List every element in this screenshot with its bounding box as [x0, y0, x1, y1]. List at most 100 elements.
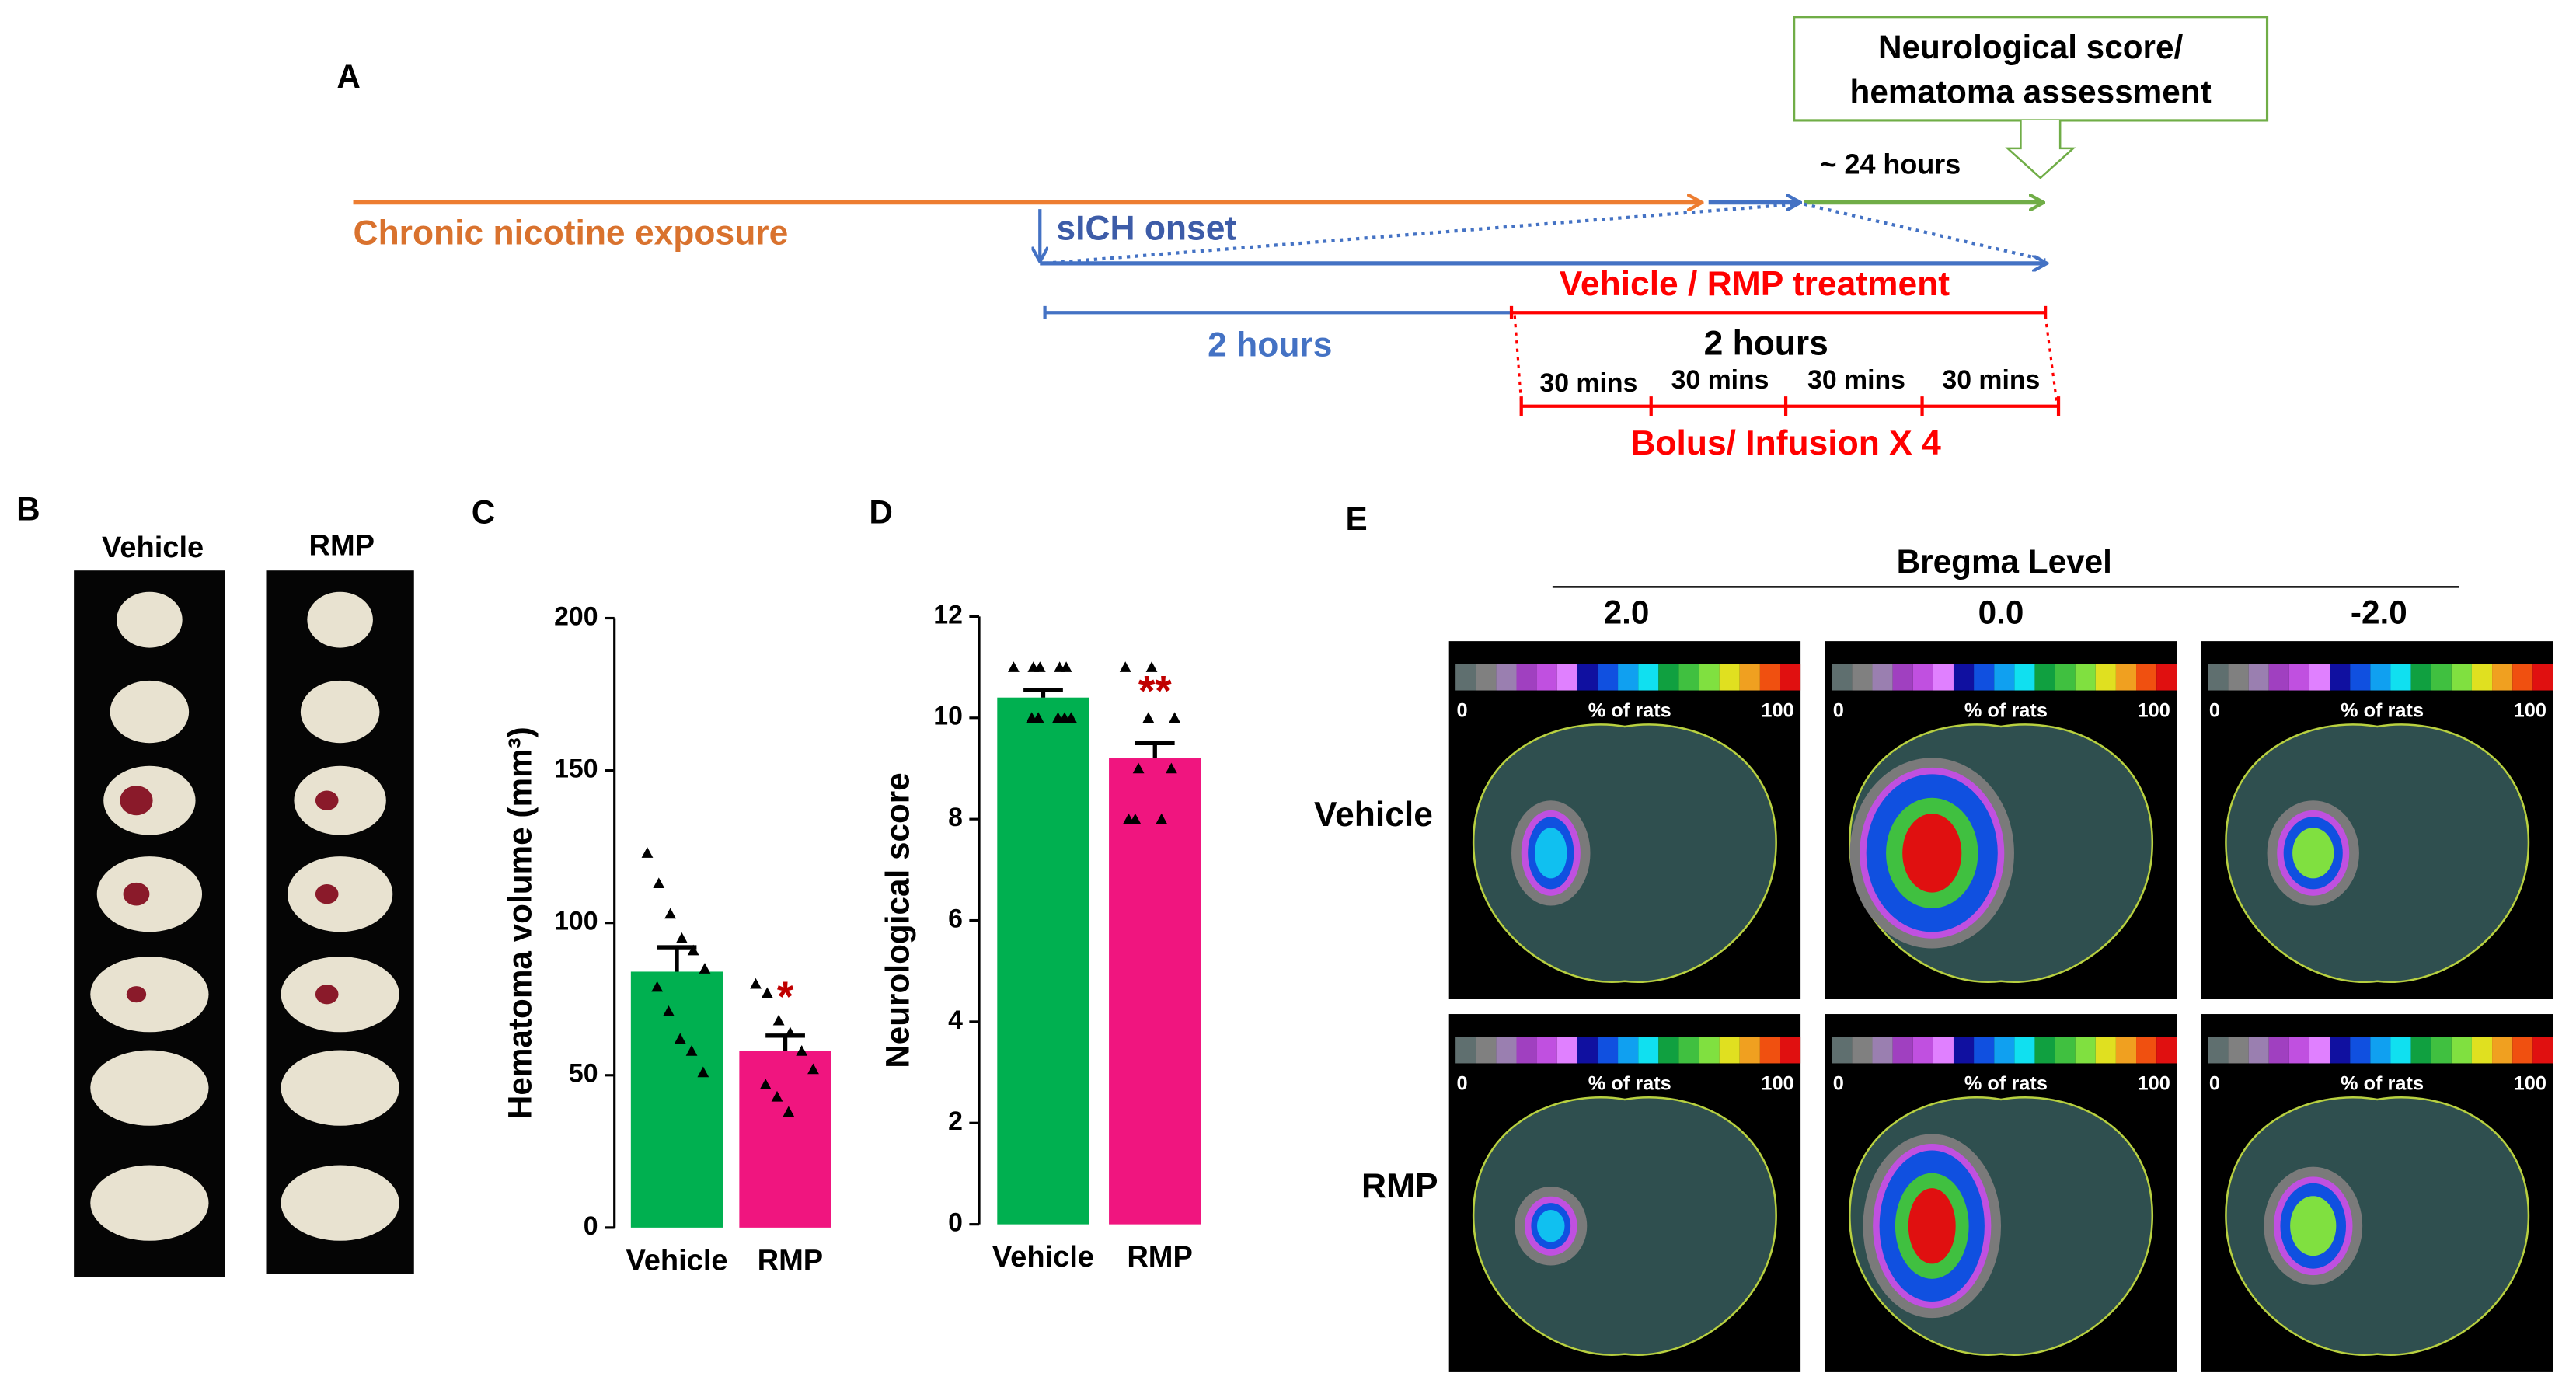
lesion [120, 786, 153, 816]
colorbar-cell [2075, 1037, 2096, 1064]
data-point [697, 1066, 709, 1078]
colorbar-label: % of rats [1588, 700, 1671, 722]
colorbar-cell [2471, 664, 2493, 691]
x-tick-label: RMP [758, 1244, 824, 1277]
colorbar-cell [2115, 664, 2137, 691]
brain-outline [1473, 1096, 1777, 1356]
colorbar-cell [2512, 664, 2533, 691]
colorbar-cell [2390, 1037, 2411, 1064]
brain-slice [110, 680, 190, 744]
bregma-level: 0.0 [1978, 594, 2024, 630]
colorbar-min: 0 [1457, 700, 1468, 722]
data-point [784, 1026, 797, 1038]
treatment-label: Vehicle / RMP treatment [1560, 265, 1950, 303]
colorbar-cell [2228, 1037, 2249, 1064]
data-point [653, 877, 665, 889]
sub-interval-label: 30 mins [1942, 365, 2040, 395]
dotted-line [1044, 202, 1796, 265]
colorbar-cell [1455, 1037, 1476, 1064]
data-point [674, 1033, 686, 1044]
colorbar-min: 0 [2209, 1073, 2220, 1095]
colorbar-max: 100 [1761, 700, 1793, 722]
colorbar-cell [1739, 1037, 1760, 1064]
colorbar-cell [2288, 1037, 2310, 1064]
interval-line [1043, 305, 1512, 319]
colorbar-cell [1638, 664, 1659, 691]
colorbar-label: % of rats [1964, 700, 2048, 722]
colorbar-cell [2330, 664, 2351, 691]
colorbar-cell [1872, 664, 1893, 691]
colorbar-cell [2370, 1037, 2391, 1064]
panel-e: E Bregma Level Vehicle RMP 2.0 0.0 -2.0 0 % … [1314, 500, 2553, 1372]
colorbar-cell [1638, 1037, 1659, 1064]
colorbar-cell [2431, 664, 2452, 691]
colorbar-cell [1476, 1037, 1497, 1064]
interval-label: 2 hours [1704, 324, 1828, 362]
colorbar-cell [2350, 664, 2371, 691]
data-point [675, 932, 688, 943]
brain-outline [2225, 723, 2529, 984]
colorbar-cell [1496, 1037, 1517, 1064]
colorbar-cell [1536, 664, 1557, 691]
exposure-label: Chronic nicotine exposure [354, 214, 789, 253]
colorbar-cell [2288, 664, 2310, 691]
colorbar-cell [2014, 1037, 2035, 1064]
colorbar-label: % of rats [1964, 1073, 2048, 1095]
brain-slice [90, 1050, 209, 1126]
data-point [1123, 813, 1135, 824]
brain-slice [90, 957, 209, 1033]
colorbar-cell [2034, 1037, 2055, 1064]
data-point [1145, 661, 1158, 672]
data-point [651, 981, 664, 992]
colorbar-cell [1618, 664, 1639, 691]
colorbar-cell [1556, 664, 1577, 691]
y-tick-label: 8 [948, 803, 963, 832]
bar [739, 1051, 831, 1228]
colorbar-cell [2451, 1037, 2472, 1064]
panel-a: A Neurological score/ hematoma assessmen… [336, 16, 2269, 462]
data-point [1142, 712, 1155, 723]
colorbar-cell [2136, 664, 2157, 691]
data-point [1008, 661, 1020, 672]
row-label: Vehicle [1314, 796, 1433, 834]
data-point [1027, 661, 1040, 672]
colorbar-cell [2370, 664, 2391, 691]
colorbar-cell [2136, 1037, 2157, 1064]
blob [1902, 814, 1962, 893]
brain-slice [287, 856, 393, 932]
colorbar-cell [2055, 1037, 2076, 1064]
colorbar-min: 0 [2209, 700, 2220, 722]
y-tick-label: 0 [584, 1211, 598, 1241]
column-label: Vehicle [102, 531, 204, 564]
y-axis-label: Hematoma volume (mm³) [501, 727, 538, 1119]
y-tick-label: 150 [554, 755, 598, 784]
colorbar-cell [1678, 664, 1699, 691]
colorbar-cell [1912, 664, 1933, 691]
x-tick-label: RMP [1127, 1241, 1193, 1274]
colorbar-cell [2075, 664, 2096, 691]
colorbar-min: 0 [1457, 1073, 1468, 1095]
colorbar-label: % of rats [2341, 1073, 2424, 1095]
colorbar-cell [2156, 1037, 2177, 1064]
onset-label: sICH onset [1056, 209, 1236, 247]
significance: ** [1138, 666, 1172, 714]
bregma-level: 2.0 [1604, 594, 1650, 630]
colorbar-cell [2055, 664, 2076, 691]
brain-slice [281, 1165, 399, 1241]
colorbar-cell [2014, 664, 2035, 691]
colorbar-max: 100 [2138, 1073, 2170, 1095]
sub-interval-line [1519, 396, 2061, 416]
column-label: RMP [308, 530, 375, 563]
data-point [796, 1045, 808, 1056]
panel-label: D [869, 494, 893, 531]
colorbar-max: 100 [1761, 1073, 1793, 1095]
bregma-title: Bregma Level [1897, 543, 2112, 580]
colorbar-cell [2471, 1037, 2493, 1064]
colorbar-cell [1678, 1037, 1699, 1064]
data-point [1165, 762, 1177, 774]
colorbar-cell [2208, 664, 2229, 691]
colorbar-cell [1872, 1037, 1893, 1064]
colorbar-cell [2034, 664, 2055, 691]
sub-interval-label: 30 mins [1807, 365, 1905, 395]
